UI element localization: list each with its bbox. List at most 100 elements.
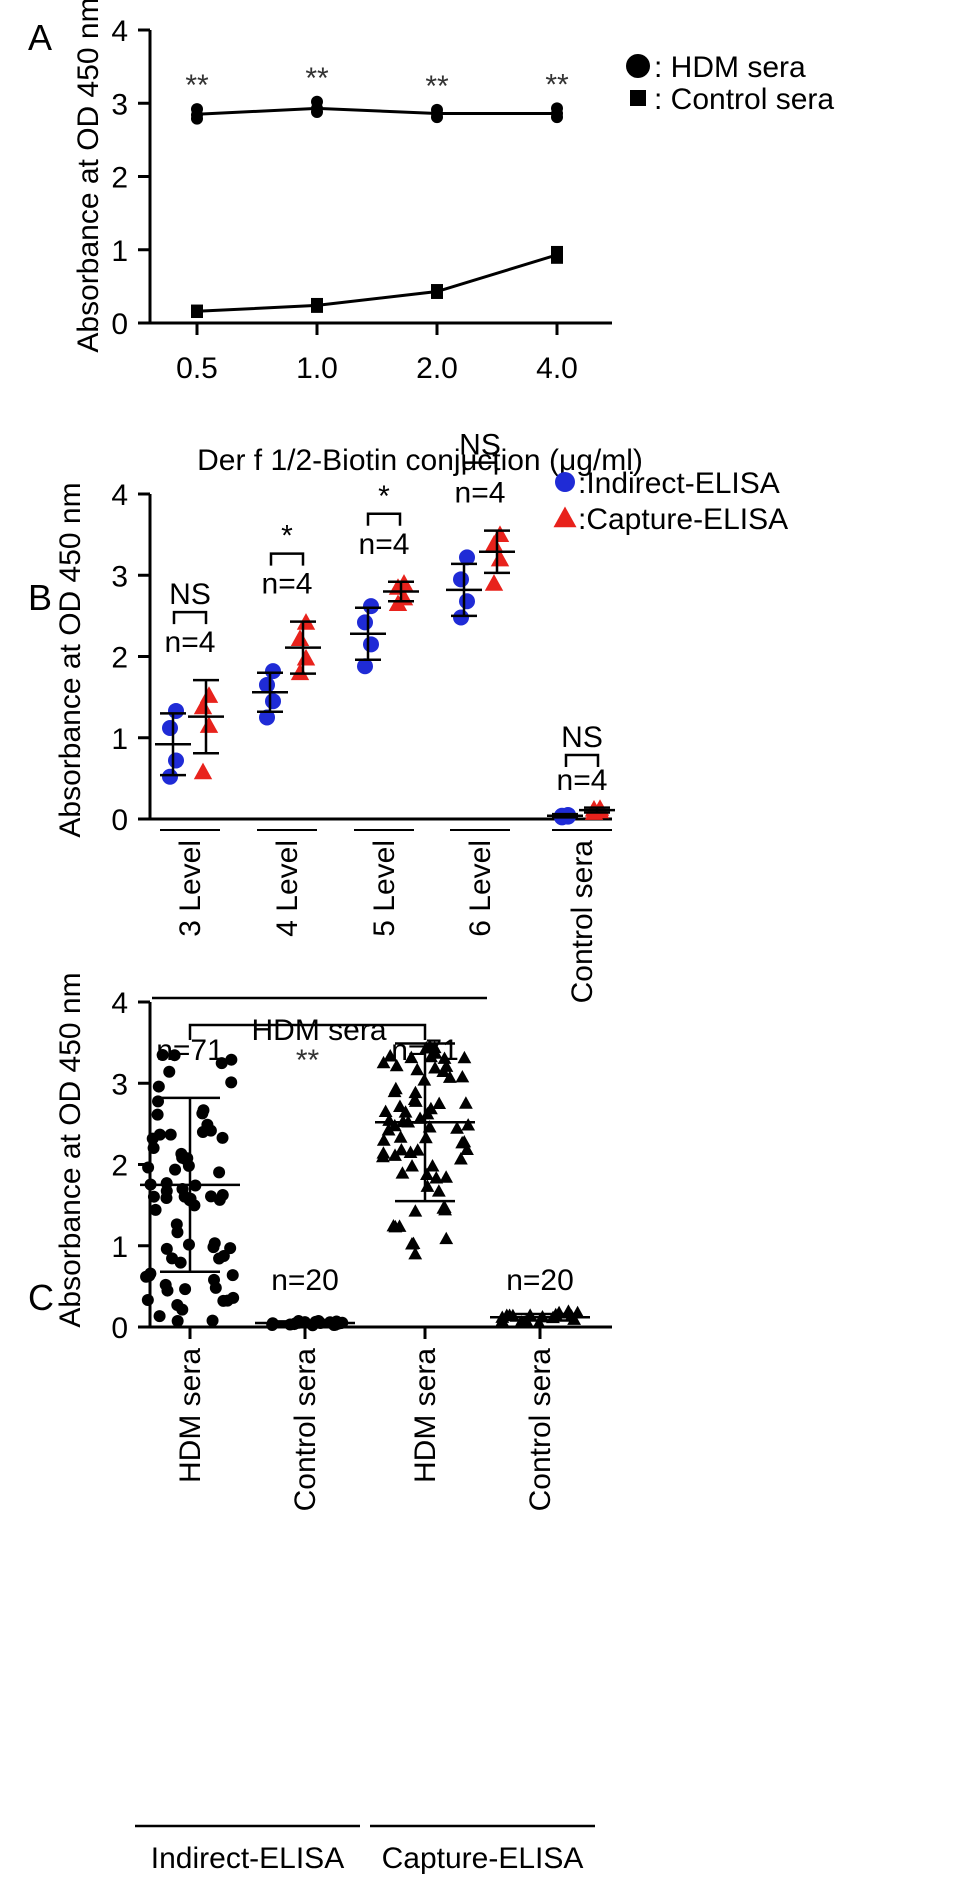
panel-a-x-tick-label: 4.0: [536, 352, 578, 385]
panel-b-x-tick-label: Control sera: [566, 840, 599, 1004]
panel-c-point: [163, 1065, 176, 1078]
panel-c-point: [425, 1159, 440, 1172]
panel-c-point: [376, 1055, 391, 1069]
panel-b-significance-bracket: [462, 461, 498, 475]
panel-c-point: [429, 1171, 444, 1184]
panel-c-point: [432, 1096, 447, 1110]
panel-c-point: [225, 1053, 238, 1066]
panel-c-point: [149, 1203, 162, 1216]
panel-c-point: [179, 1283, 192, 1296]
panel-c-point: [405, 1237, 419, 1250]
panel-b-letter: B: [28, 577, 52, 618]
panel-c-point: [153, 1128, 166, 1141]
panel-a-legend-label: : Control sera: [654, 83, 834, 116]
panel-b-significance: NS: [561, 721, 603, 754]
panel-c-point: [389, 1058, 404, 1072]
panel-c-n-label: n=20: [506, 1264, 574, 1297]
panel-b-significance-bracket: [564, 753, 600, 767]
panel-c-point: [196, 1107, 209, 1120]
panel-c-point: [201, 1118, 214, 1131]
panel-b-point: [168, 752, 184, 769]
panel-c-point: [160, 1184, 173, 1197]
panel-c-point: [393, 1099, 407, 1112]
panel-a-y-tick-label: 1: [111, 235, 128, 268]
panel-b-significance: *: [378, 480, 390, 513]
panel-c-point: [181, 1152, 194, 1165]
panel-c-point: [216, 1189, 229, 1202]
panel-a-y-tick-label: 4: [111, 15, 128, 48]
panel-a-point: [311, 297, 323, 310]
panel-c-point: [225, 1076, 238, 1089]
panel-b-ylabel: Absorbance at OD 450 nm: [54, 482, 87, 837]
panel-a-xlabel: Der f 1/2-Biotin conjuction (μg/ml): [197, 444, 643, 477]
panel-c-point: [205, 1190, 218, 1203]
panel-c-point: [420, 1167, 434, 1181]
panel-b-n-label: n=4: [557, 764, 608, 797]
panel-b-significance-bracket: [172, 610, 208, 625]
panel-a-y-tick-label: 0: [111, 308, 128, 341]
panel-b-point: [193, 697, 213, 715]
panel-a-letter: A: [28, 17, 52, 58]
panel-c-point: [428, 1061, 442, 1074]
panel-c-point: [453, 1152, 468, 1165]
panel-c-point: [439, 1059, 454, 1072]
panel-c-point: [439, 1231, 454, 1245]
panel-a-y-tick-label: 3: [111, 88, 128, 121]
panel-a-significance: **: [545, 68, 569, 101]
panel-b-point: [265, 663, 281, 680]
panel-c-n-label: n=20: [271, 1264, 339, 1297]
panel-b-point: [162, 768, 178, 785]
panel-c-letter: C: [28, 1277, 54, 1318]
panel-b-significance: NS: [459, 429, 501, 462]
panel-b-y-tick-label: 2: [111, 642, 128, 675]
panel-a-legend: : HDM sera: Control sera: [626, 51, 834, 116]
panel-c-point: [457, 1050, 472, 1064]
panel-b-point: [357, 658, 373, 675]
panel-c-point: [153, 1310, 166, 1323]
panel-b-point: [199, 686, 219, 703]
panel-a-significance: **: [425, 70, 449, 103]
panel-c-point: [388, 1081, 403, 1095]
panel-c-y-tick-label: 4: [111, 987, 128, 1020]
panel-b-point: [199, 716, 219, 733]
panel-b-point: [363, 636, 379, 653]
panel-b-x-tick-label: 3 Level: [174, 840, 207, 937]
panel-b-point: [490, 549, 510, 567]
panel-c-x-tick-label: HDM sera: [174, 1348, 207, 1483]
panel-b-point: [168, 702, 184, 719]
panel-c-point: [171, 1226, 184, 1239]
panel-b-point: [290, 629, 310, 646]
panel-c-point: [436, 1201, 451, 1214]
panel-b-point: [296, 648, 316, 666]
panel-c-point: [455, 1069, 470, 1083]
panel-c-point: [152, 1080, 165, 1093]
panel-a-point: [431, 103, 443, 116]
panel-a-point: [191, 304, 203, 317]
panel-c-significance-bracket: [188, 1023, 427, 1040]
panel-a-ylabel: Absorbance at OD 450 nm: [72, 0, 105, 353]
panel-c-point: [142, 1161, 155, 1174]
panel-c-point: [171, 1314, 184, 1327]
panel-c-point: [461, 1118, 476, 1131]
panel-c-point: [216, 1131, 229, 1144]
panel-c-y-tick-label: 3: [111, 1068, 128, 1101]
panel-c-point: [376, 1133, 391, 1146]
panel-c-point: [407, 1092, 422, 1106]
panel-c-point: [213, 1252, 226, 1265]
panel-c-point: [439, 1170, 454, 1183]
panel-b-x-tick-label: 6 Level: [464, 840, 497, 937]
panel-a-point: [311, 95, 323, 108]
panel-a-point: [551, 245, 563, 258]
panel-c-point: [567, 1312, 582, 1325]
panel-b-legend-label: :Indirect-ELISA: [578, 467, 780, 500]
panel-a-y-tick-label: 2: [111, 162, 128, 195]
panel-b-group-label: HDM sera: [251, 1014, 386, 1047]
panel-c-group-label: Indirect-ELISA: [151, 1842, 344, 1875]
panel-a-series-line: [196, 253, 558, 313]
panel-c-y-tick-label: 0: [111, 1312, 128, 1345]
panel-b-point: [259, 709, 275, 726]
panel-c-point: [388, 1148, 402, 1161]
panel-c-point: [226, 1269, 239, 1282]
panel-c-point: [169, 1163, 182, 1176]
panel-b-point: [484, 574, 504, 591]
